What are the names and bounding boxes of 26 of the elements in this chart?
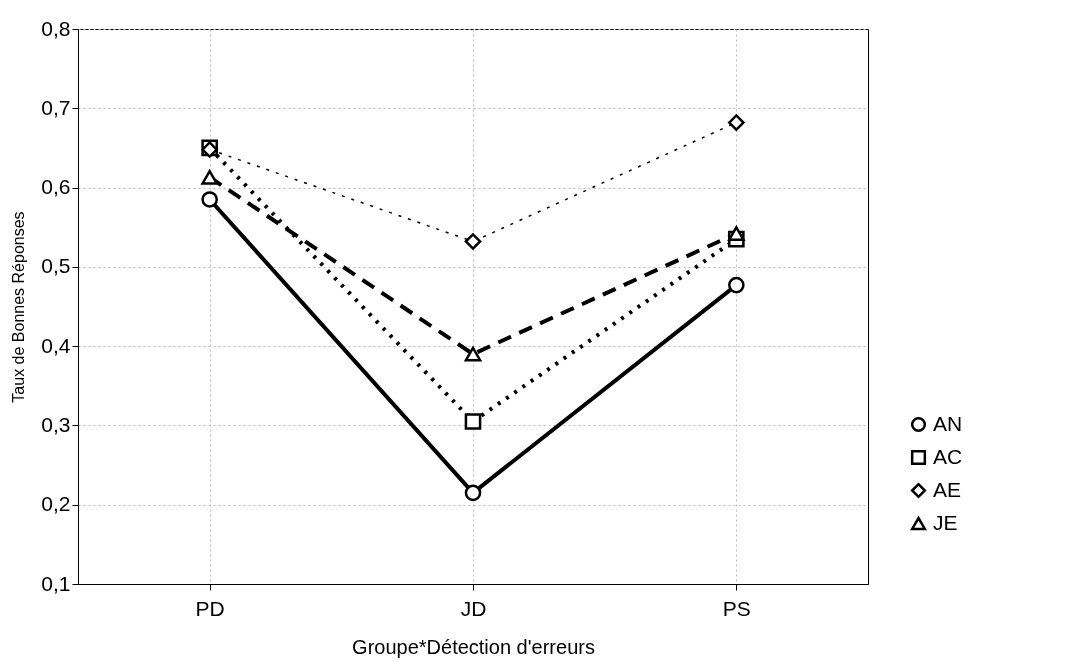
- point: [728, 276, 745, 294]
- y-tick-label: 0,3: [41, 412, 71, 436]
- y-tick-label: 0,1: [41, 571, 71, 595]
- point: [201, 169, 218, 185]
- legend-label: AE: [933, 477, 962, 501]
- point: [464, 346, 482, 362]
- point: [464, 413, 482, 430]
- y-tick-label: 0,4: [41, 333, 71, 357]
- x-axis-title: Groupe*Détection d'erreurs: [352, 635, 595, 658]
- point: [464, 233, 482, 250]
- legend-label: JE: [933, 510, 958, 534]
- x-tick-label: JD: [460, 596, 487, 620]
- y-tick-label: 0,5: [41, 254, 71, 278]
- y-tick-label: 0,8: [41, 16, 71, 40]
- y-axis-title: Taux de Bonnes Réponses: [10, 211, 28, 403]
- point: [728, 226, 745, 241]
- y-tick-label: 0,7: [41, 95, 71, 119]
- x-tick-label: PD: [195, 596, 225, 620]
- legend-label: AN: [933, 411, 963, 435]
- point: [728, 114, 745, 131]
- point: [464, 484, 482, 502]
- legend-label: AC: [933, 444, 963, 468]
- y-tick-label: 0,6: [41, 175, 71, 199]
- x-tick-label: PS: [722, 596, 751, 620]
- y-tick-label: 0,2: [41, 492, 71, 516]
- point: [201, 191, 218, 208]
